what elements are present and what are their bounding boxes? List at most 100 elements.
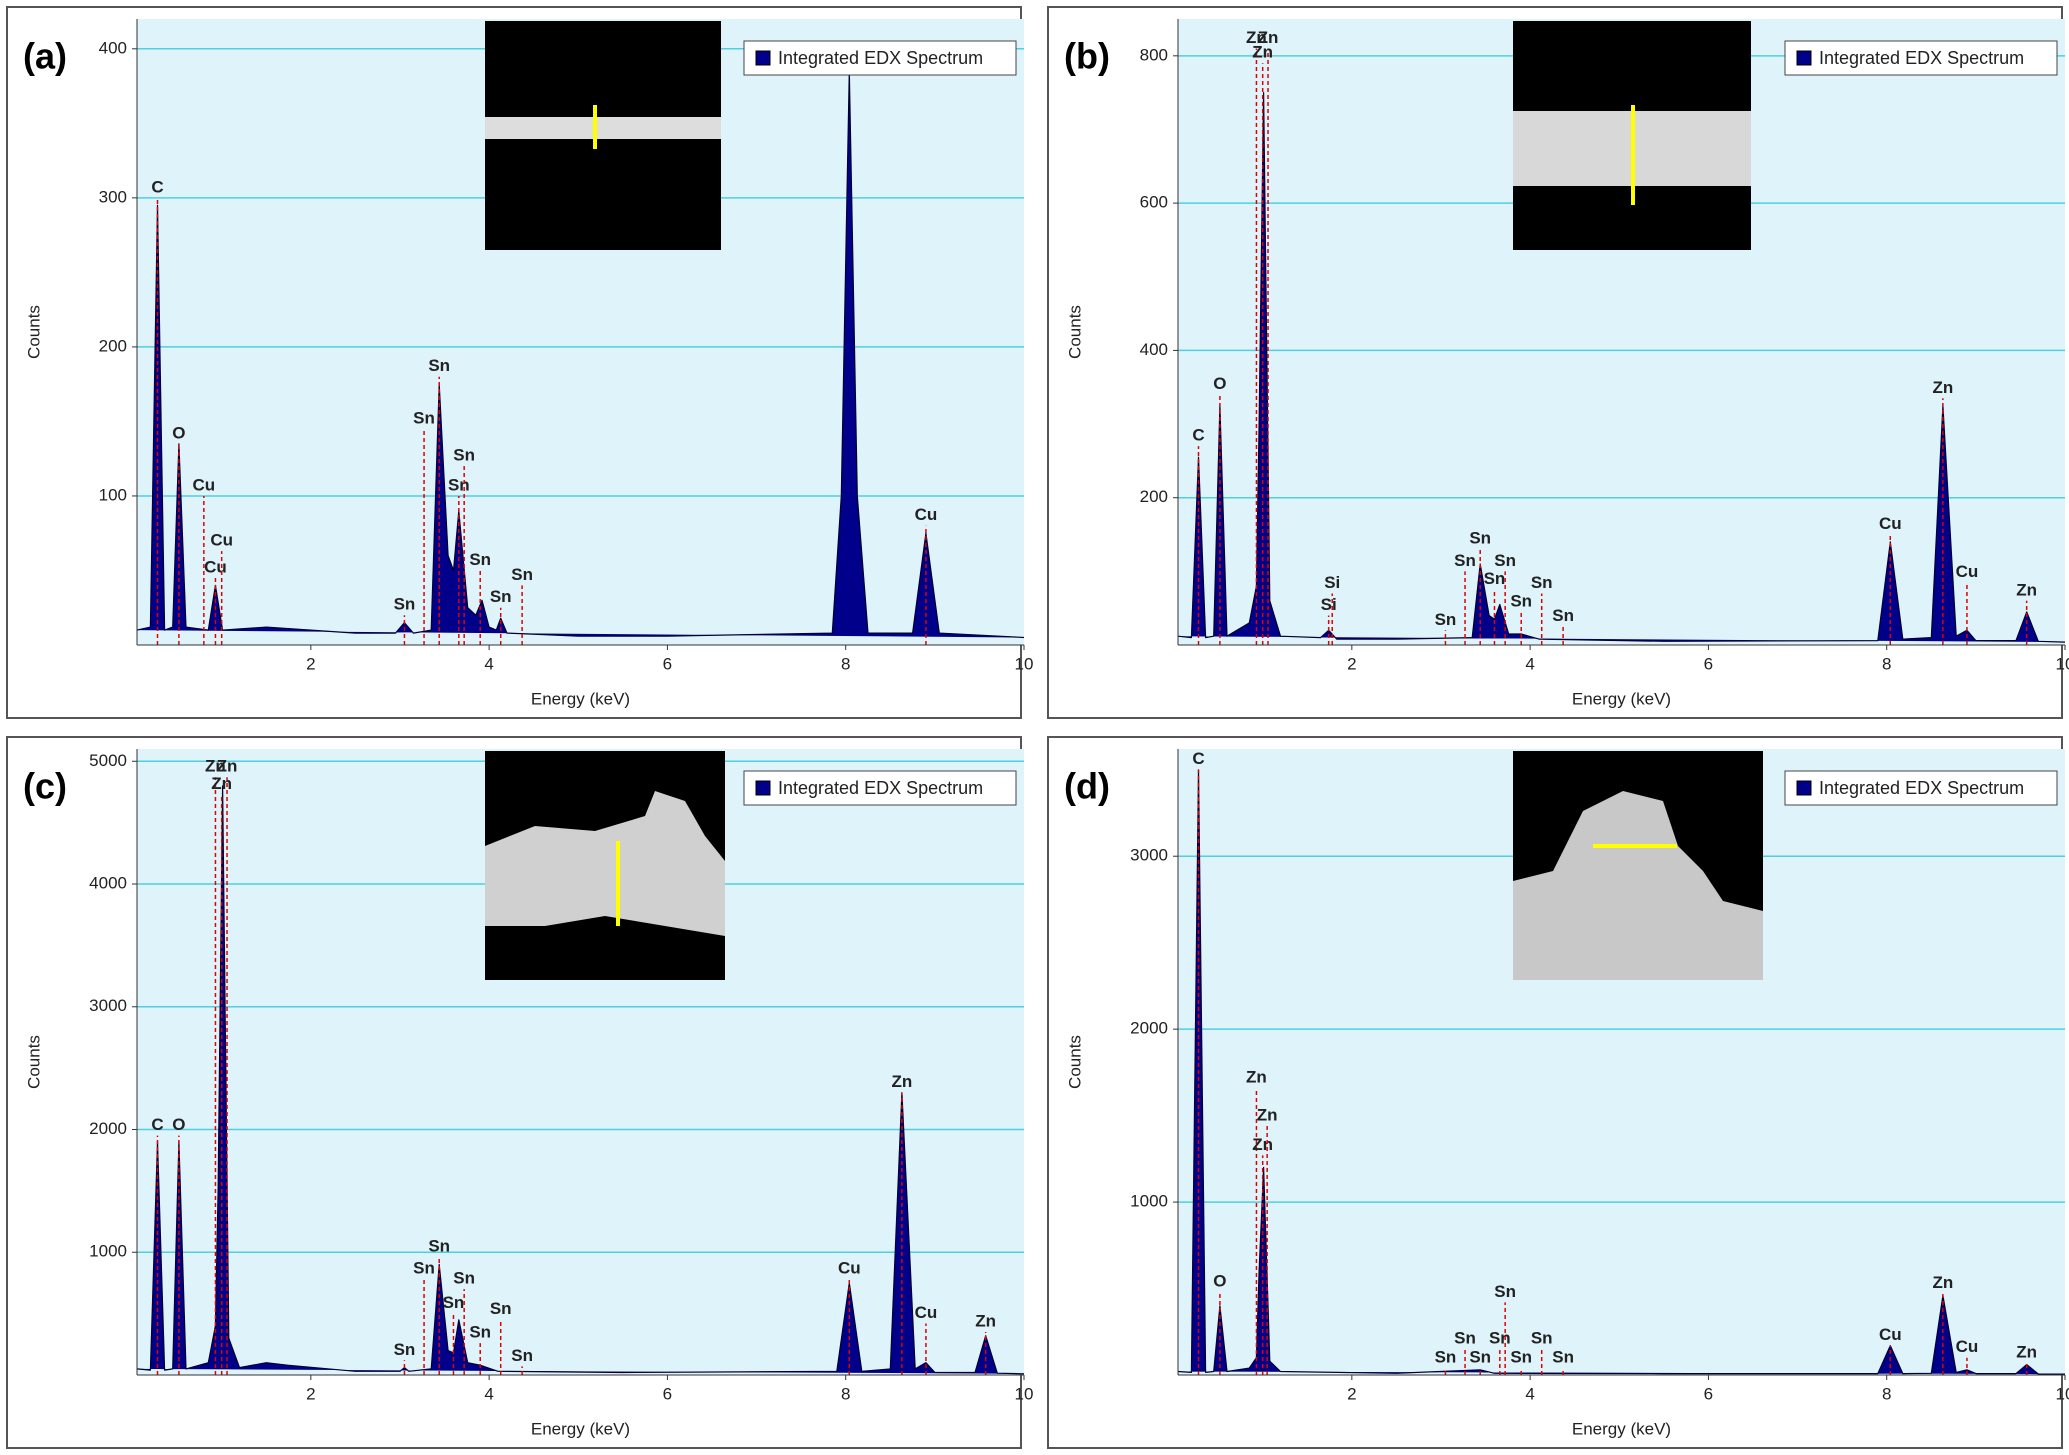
y-tick-label: 600 (1140, 193, 1168, 212)
spectrum (1177, 92, 2066, 643)
peak-label: Sn (1510, 1348, 1532, 1367)
peak-label: Sn (511, 565, 533, 584)
x-tick-label: 8 (1882, 654, 1891, 673)
peak-label: Cu (1956, 562, 1979, 581)
y-tick-label: 800 (1140, 45, 1168, 64)
legend-swatch (755, 780, 771, 796)
peak-label: Si (1324, 573, 1340, 592)
peak-label: Sn (1494, 551, 1516, 570)
x-tick-label: 10 (2056, 654, 2069, 673)
panel: 200400600800246810COZnZnZnSiSiSnSnSnSnSn… (1047, 6, 2069, 719)
peak-label: C (1192, 749, 1204, 768)
legend-swatch (755, 50, 771, 66)
x-tick-label: 6 (1704, 654, 1713, 673)
x-axis-label: Energy (keV) (531, 1419, 630, 1438)
peak-label: Si (1321, 595, 1337, 614)
x-axis-label: Energy (keV) (1572, 1419, 1671, 1438)
peak-label: Sn (1454, 1329, 1476, 1348)
peak-label: Cu (915, 505, 938, 524)
y-tick-label: 2000 (89, 1119, 127, 1138)
y-tick-label: 400 (1140, 340, 1168, 359)
y-tick-label: 200 (99, 336, 127, 355)
y-tick-label: 2000 (1130, 1019, 1168, 1038)
peak-label: Sn (469, 1323, 491, 1342)
y-tick-label: 3000 (1130, 846, 1168, 865)
peak-label: Zn (205, 757, 226, 776)
peak-label: O (172, 1115, 185, 1134)
peak-label: Zn (1258, 28, 1279, 47)
peak-label: Cu (210, 531, 233, 550)
inset-shape (485, 791, 725, 936)
peak-label: Zn (1246, 28, 1267, 47)
peak-label: Sn (453, 1269, 475, 1288)
inset-image (485, 751, 725, 980)
x-tick-label: 4 (1525, 1384, 1534, 1403)
x-tick-label: 4 (484, 654, 493, 673)
peak-label: Sn (453, 446, 475, 465)
panel-label: (b) (1064, 36, 1110, 77)
peak-label: Zn (2016, 1342, 2037, 1361)
peak-label: Sn (394, 1340, 416, 1359)
legend-label: Integrated EDX Spectrum (778, 778, 983, 798)
y-tick-label: 4000 (89, 874, 127, 893)
y-tick-label: 200 (1140, 487, 1168, 506)
peak-label: Cu (193, 475, 216, 494)
legend-box (743, 770, 1017, 806)
peak-label: Cu (204, 557, 227, 576)
x-tick-label: 4 (1525, 654, 1534, 673)
x-tick-label: 10 (1015, 1384, 1034, 1403)
peak-label: Sn (1435, 1348, 1457, 1367)
legend-label: Integrated EDX Spectrum (1819, 48, 2024, 68)
peak-label: Sn (490, 587, 512, 606)
peak-label: O (1213, 374, 1226, 393)
peak-label: Zn (2016, 580, 2037, 599)
legend-label: Integrated EDX Spectrum (778, 48, 983, 68)
panel-label: (a) (23, 36, 67, 77)
peak-label: Cu (1956, 1337, 1979, 1356)
peak-label: Zn (1252, 43, 1273, 62)
peak-label: Zn (891, 1072, 912, 1091)
legend-swatch (1796, 50, 1812, 66)
y-tick-label: 3000 (89, 996, 127, 1015)
x-tick-label: 4 (484, 1384, 493, 1403)
peak-label: Sn (394, 595, 416, 614)
inset-image (1513, 751, 1763, 980)
x-tick-label: 2 (1347, 1384, 1356, 1403)
legend-swatch (1796, 780, 1812, 796)
y-tick-label: 100 (99, 485, 127, 504)
y-tick-label: 1000 (1130, 1192, 1168, 1211)
peak-label: Sn (1469, 1348, 1491, 1367)
peak-label: Zn (975, 1312, 996, 1331)
y-tick-label: 1000 (89, 1242, 127, 1261)
spectrum (136, 785, 1025, 1375)
peak-label: Sn (1489, 1329, 1511, 1348)
peak-label: Sn (1435, 610, 1457, 629)
peak-label: Sn (443, 1293, 465, 1312)
peak-label: Sn (1531, 573, 1553, 592)
y-tick-label: 400 (99, 38, 127, 57)
x-tick-label: 8 (1882, 1384, 1891, 1403)
panel-label: (c) (23, 766, 67, 807)
x-axis-label: Energy (keV) (1572, 689, 1671, 708)
peak-label: Sn (511, 1346, 533, 1365)
peak-label: C (151, 177, 163, 196)
peak-label: Zn (1252, 1135, 1273, 1154)
peak-label: Sn (1469, 529, 1491, 548)
peak-label: Zn (217, 757, 238, 776)
peak-label: Zn (1932, 378, 1953, 397)
peak-label: Sn (428, 1237, 450, 1256)
panel-label: (d) (1064, 766, 1110, 807)
peak-label: Sn (413, 408, 435, 427)
legend-label: Integrated EDX Spectrum (1819, 778, 2024, 798)
inset-image (1513, 21, 1751, 250)
inset-band (485, 117, 721, 139)
peak-label: Sn (413, 1259, 435, 1278)
x-tick-label: 6 (663, 1384, 672, 1403)
peak-label: Zn (211, 774, 232, 793)
y-axis-label: Counts (24, 305, 43, 359)
x-tick-label: 10 (2056, 1384, 2069, 1403)
peak-label: Sn (428, 356, 450, 375)
x-tick-label: 6 (1704, 1384, 1713, 1403)
